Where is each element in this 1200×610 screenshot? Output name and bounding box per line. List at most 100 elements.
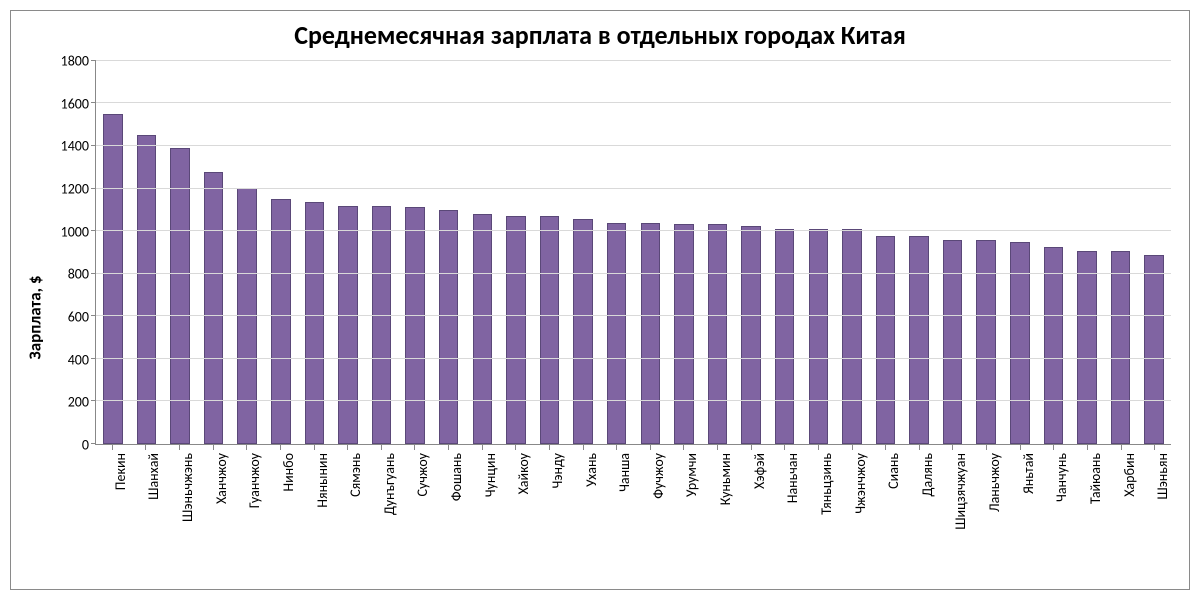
- bar-slot: [734, 61, 768, 444]
- y-tick-mark: [91, 358, 96, 359]
- x-axis-label: Шэньян: [1154, 453, 1171, 500]
- x-label-slot: Сиань: [868, 445, 902, 575]
- x-tick-mark: [885, 445, 886, 450]
- bar: [1144, 255, 1163, 444]
- x-tick-mark: [1121, 445, 1122, 450]
- x-label-slot: Яньтай: [1003, 445, 1037, 575]
- x-axis-label: Ханчжоу: [213, 453, 230, 504]
- x-tick-mark: [986, 445, 987, 450]
- bar: [540, 216, 559, 444]
- y-tick-mark: [91, 145, 96, 146]
- bar: [708, 224, 727, 444]
- bar: [1044, 247, 1063, 444]
- bar: [741, 226, 760, 444]
- x-tick-mark: [314, 445, 315, 450]
- gridline: [96, 188, 1171, 189]
- x-tick-mark: [683, 445, 684, 450]
- x-tick-mark: [818, 445, 819, 450]
- x-axis-label: Дунъгуань: [381, 453, 398, 515]
- x-axis-label: Фошань: [448, 453, 465, 501]
- x-axis-label: Яньтай: [1020, 453, 1037, 494]
- x-axis-row: ПекинШанхайШэньчжэньХанчжоуГуанчжоуНинбо…: [49, 445, 1171, 575]
- x-label-slot: Хайкоу: [499, 445, 533, 575]
- x-axis-label: Чжэнчжоу: [852, 453, 869, 514]
- x-label-slot: Сучжоу: [398, 445, 432, 575]
- chart-title: Среднемесячная зарплата в отдельных горо…: [11, 11, 1189, 55]
- y-tick-mark: [91, 102, 96, 103]
- x-tick-mark: [751, 445, 752, 450]
- bar-slot: [533, 61, 567, 444]
- bar-slot: [230, 61, 264, 444]
- bar-slot: [130, 61, 164, 444]
- x-axis-label: Тяньцзинь: [818, 453, 835, 515]
- bar: [137, 135, 156, 444]
- x-label-slot: Хэфэй: [734, 445, 768, 575]
- gridline: [96, 358, 1171, 359]
- y-tick-mark: [91, 315, 96, 316]
- x-axis-label: Урумчи: [683, 453, 700, 497]
- x-axis-label: Чунцин: [482, 453, 499, 497]
- x-label-slot: Чжэнчжоу: [835, 445, 869, 575]
- bar-slot: [801, 61, 835, 444]
- x-label-slot: Пекин: [95, 445, 129, 575]
- plot-column: 020040060080010001200140016001800 ПекинШ…: [49, 61, 1171, 575]
- bars-container: [96, 61, 1171, 444]
- x-axis-label: Чанчунь: [1053, 453, 1070, 502]
- x-label-slot: Гуанчжоу: [230, 445, 264, 575]
- x-label-slot: Дунъгуань: [364, 445, 398, 575]
- x-axis-label: Чэнду: [549, 453, 566, 489]
- x-axis-label: Шицзячжуан: [952, 453, 969, 530]
- x-label-slot: Чанша: [599, 445, 633, 575]
- bar-slot: [365, 61, 399, 444]
- x-label-slot: Шэньчжэнь: [162, 445, 196, 575]
- x-spacer: [49, 445, 95, 575]
- bar-slot: [1104, 61, 1138, 444]
- bar: [943, 240, 962, 444]
- bar: [305, 202, 324, 444]
- x-axis-label: Тайюань: [1087, 453, 1104, 504]
- bar: [405, 207, 424, 444]
- x-label-slot: Ухань: [566, 445, 600, 575]
- bar: [976, 240, 995, 444]
- x-tick-mark: [246, 445, 247, 450]
- x-label-slot: Ланьчжоу: [969, 445, 1003, 575]
- x-axis-label: Харбин: [1121, 453, 1138, 497]
- bar-slot: [1070, 61, 1104, 444]
- x-axis-label: Ланьчжоу: [986, 453, 1003, 512]
- bar: [842, 229, 861, 444]
- y-tick-label: 1800: [61, 52, 89, 69]
- x-tick-mark: [717, 445, 718, 450]
- x-tick-mark: [952, 445, 953, 450]
- bar-slot: [566, 61, 600, 444]
- y-tick-label: 400: [68, 351, 89, 368]
- x-tick-mark: [1020, 445, 1021, 450]
- y-tick-label: 600: [68, 308, 89, 325]
- x-label-slot: Нянынин: [297, 445, 331, 575]
- x-label-slot: Ханчжоу: [196, 445, 230, 575]
- x-tick-mark: [583, 445, 584, 450]
- x-labels: ПекинШанхайШэньчжэньХанчжоуГуанчжоуНинбо…: [95, 445, 1171, 575]
- x-tick-mark: [515, 445, 516, 450]
- bar-slot: [768, 61, 802, 444]
- bar: [674, 224, 693, 444]
- bar: [506, 216, 525, 444]
- x-label-slot: Чунцин: [465, 445, 499, 575]
- y-tick-mark: [91, 60, 96, 61]
- x-label-slot: Нинбо: [263, 445, 297, 575]
- x-tick-mark: [145, 445, 146, 450]
- x-tick-mark: [381, 445, 382, 450]
- bar-slot: [835, 61, 869, 444]
- x-axis-label: Сучжоу: [414, 453, 431, 496]
- bar-slot: [869, 61, 903, 444]
- bar-slot: [902, 61, 936, 444]
- y-tick-mark: [91, 230, 96, 231]
- bar: [607, 223, 626, 444]
- bar-slot: [936, 61, 970, 444]
- bar-slot: [398, 61, 432, 444]
- x-axis-label: Шэньчжэнь: [179, 453, 196, 522]
- x-tick-mark: [280, 445, 281, 450]
- bar-slot: [1037, 61, 1071, 444]
- plot-row: 020040060080010001200140016001800: [49, 61, 1171, 445]
- y-axis-title-wrap: Зарплата, $: [21, 61, 49, 575]
- x-axis-label: Наньчан: [784, 453, 801, 503]
